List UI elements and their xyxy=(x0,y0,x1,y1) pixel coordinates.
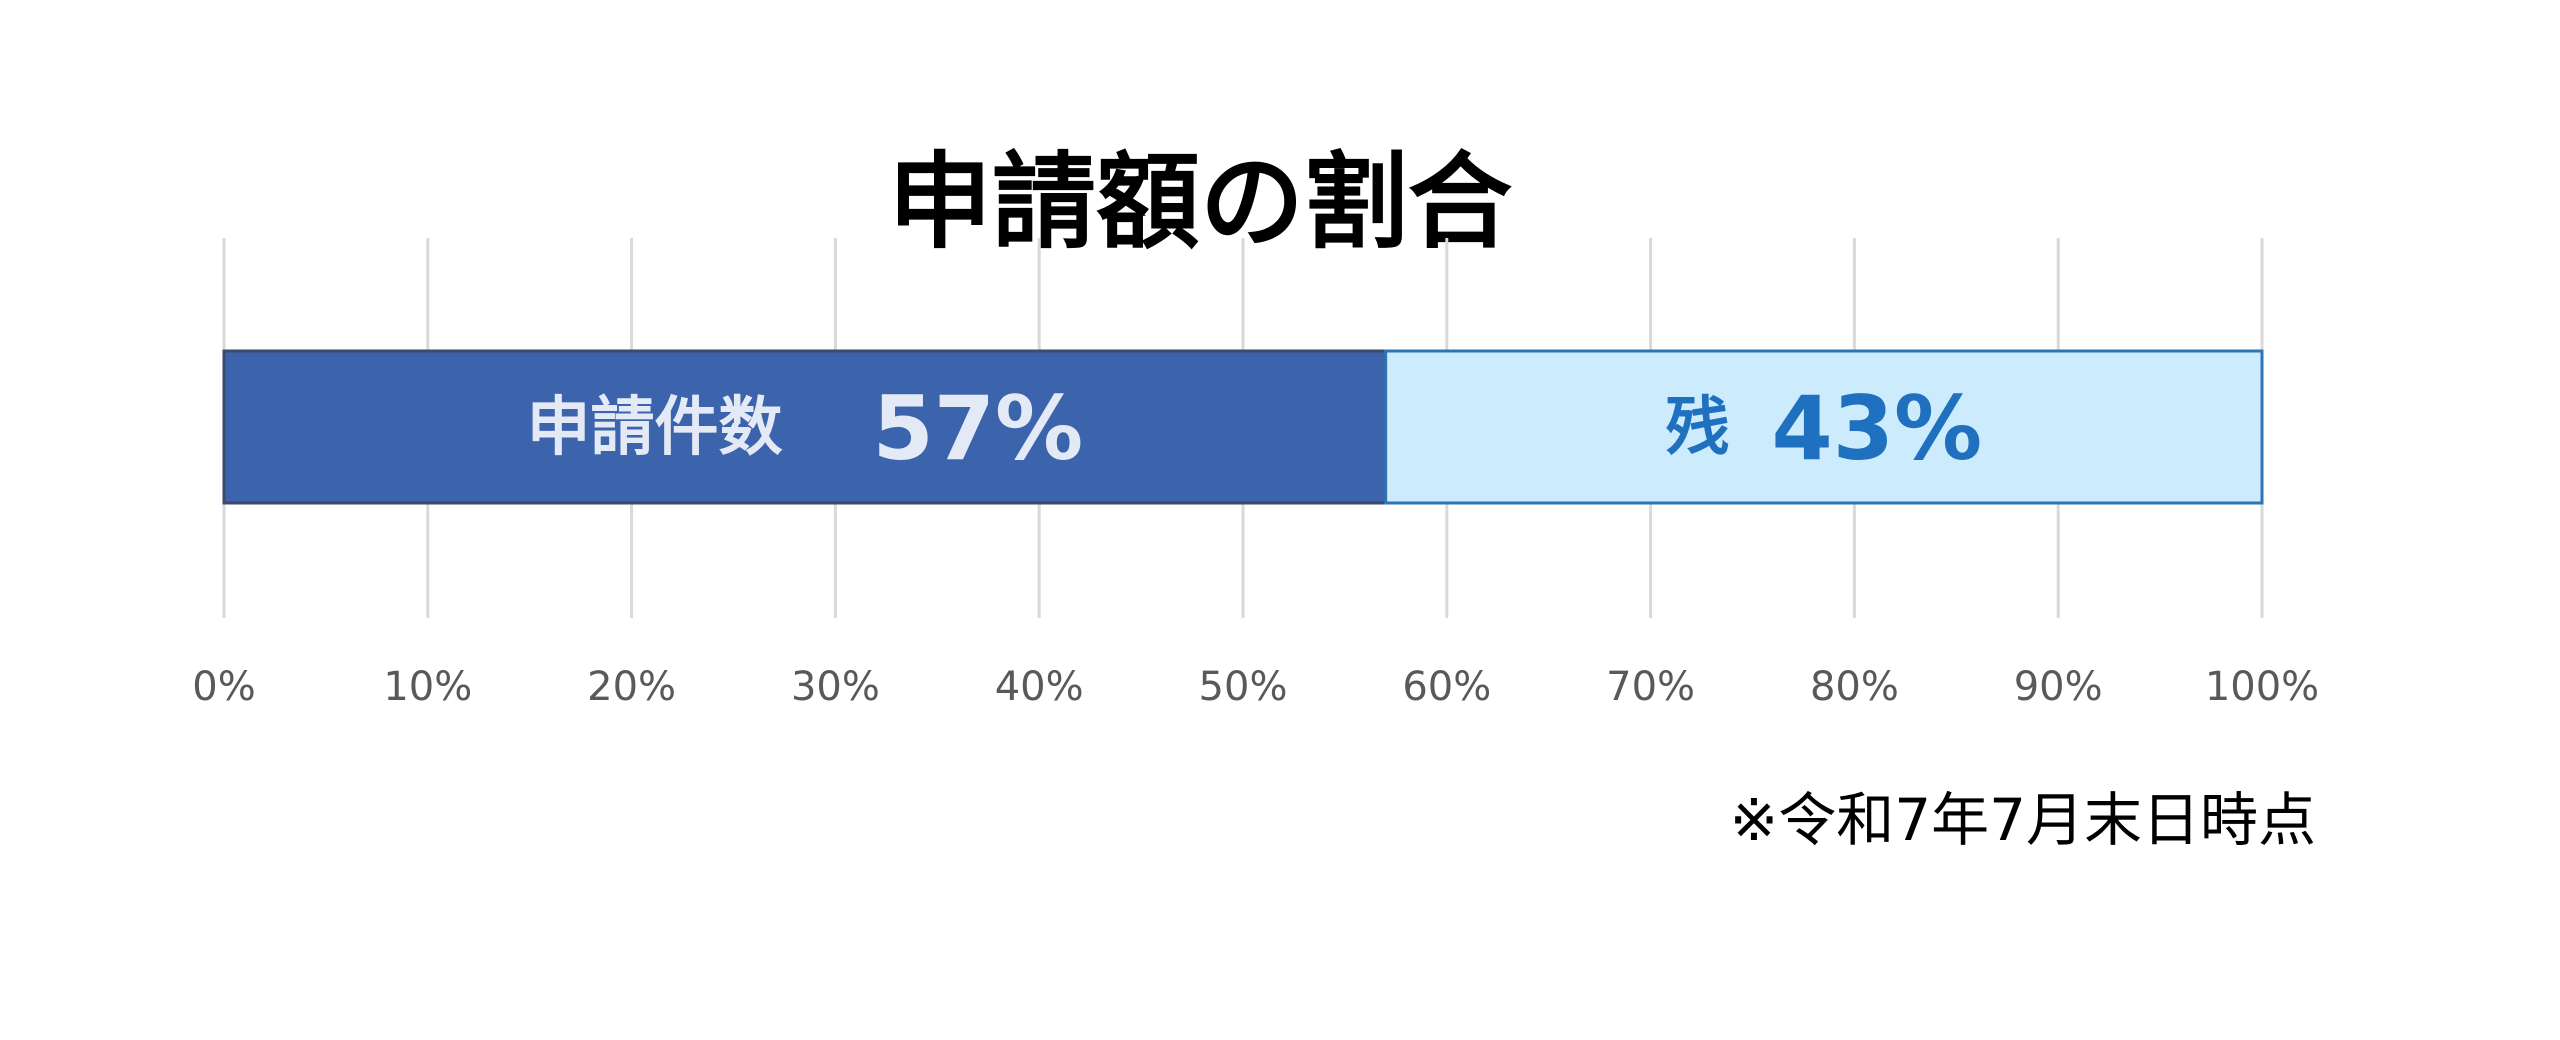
segment-value-label: 57% xyxy=(873,377,1084,480)
x-tick-label: 0% xyxy=(192,664,255,710)
bar-segment-1 xyxy=(222,349,1388,505)
x-tick-label: 20% xyxy=(587,664,676,710)
x-tick-label: 80% xyxy=(1810,664,1899,710)
chart-title: 申請額の割合 xyxy=(888,141,1512,263)
segment-labels: 申請件数 57% 残 43% xyxy=(527,377,1983,480)
bar-segment-2 xyxy=(1384,349,2264,505)
x-tick-label: 100% xyxy=(2205,664,2319,710)
x-axis-tick-labels: 0% 10% 20% 30% 40% 50% 60% 70% 80% 90% 100% xyxy=(192,664,2319,710)
x-tick-label: 10% xyxy=(383,664,472,710)
x-tick-label: 70% xyxy=(1606,664,1695,710)
x-tick-label: 60% xyxy=(1402,664,1491,710)
footnote-date-note: ※令和7年7月末日時点 xyxy=(1730,786,2316,854)
x-tick-label: 30% xyxy=(791,664,880,710)
bar-segments xyxy=(222,349,2264,505)
x-tick-label: 90% xyxy=(2014,664,2103,710)
x-tick-label: 40% xyxy=(995,664,1084,710)
segment-name-label: 残 xyxy=(1666,391,1730,465)
x-tick-label: 50% xyxy=(1199,664,1288,710)
segment-value-label: 43% xyxy=(1772,377,1983,480)
segment-name-label: 申請件数 xyxy=(527,391,783,465)
